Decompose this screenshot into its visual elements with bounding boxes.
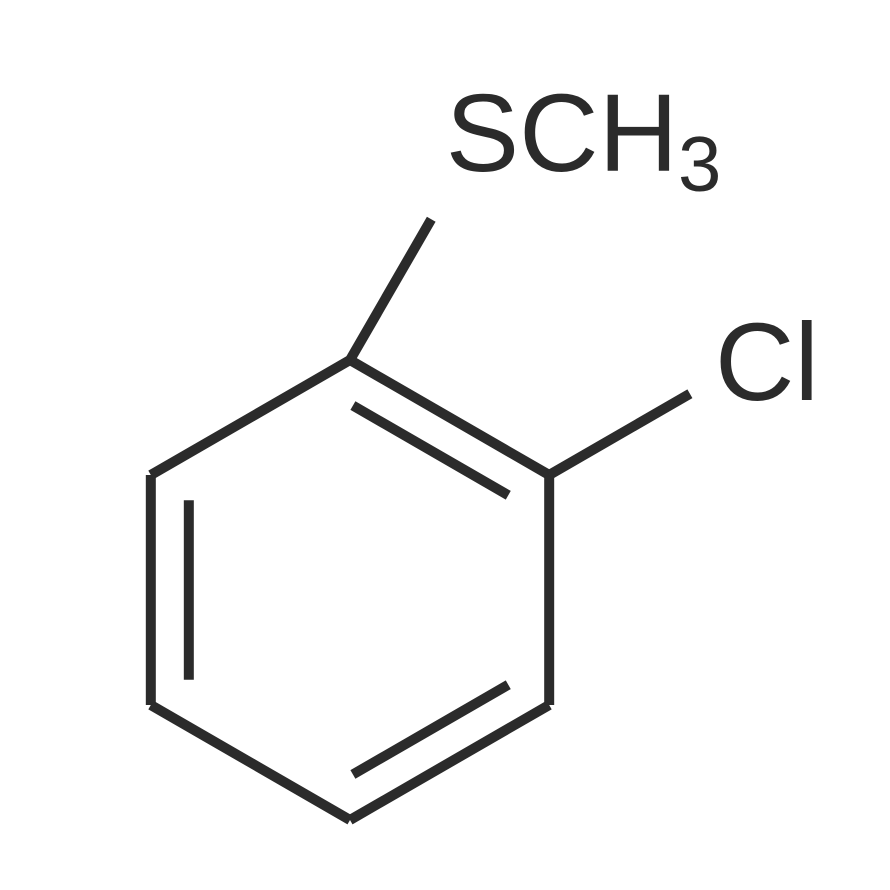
substituent-bond	[549, 394, 690, 475]
ring-bond	[151, 705, 350, 820]
chemical-structure: SCH3 Cl	[0, 0, 890, 890]
ring-bond	[151, 360, 350, 475]
ring-double-bond	[353, 406, 508, 496]
substituent-bond	[350, 219, 431, 360]
atom-label: SCH3	[446, 72, 722, 208]
atom-label: Cl	[715, 301, 819, 424]
ring-double-bond	[353, 685, 508, 775]
